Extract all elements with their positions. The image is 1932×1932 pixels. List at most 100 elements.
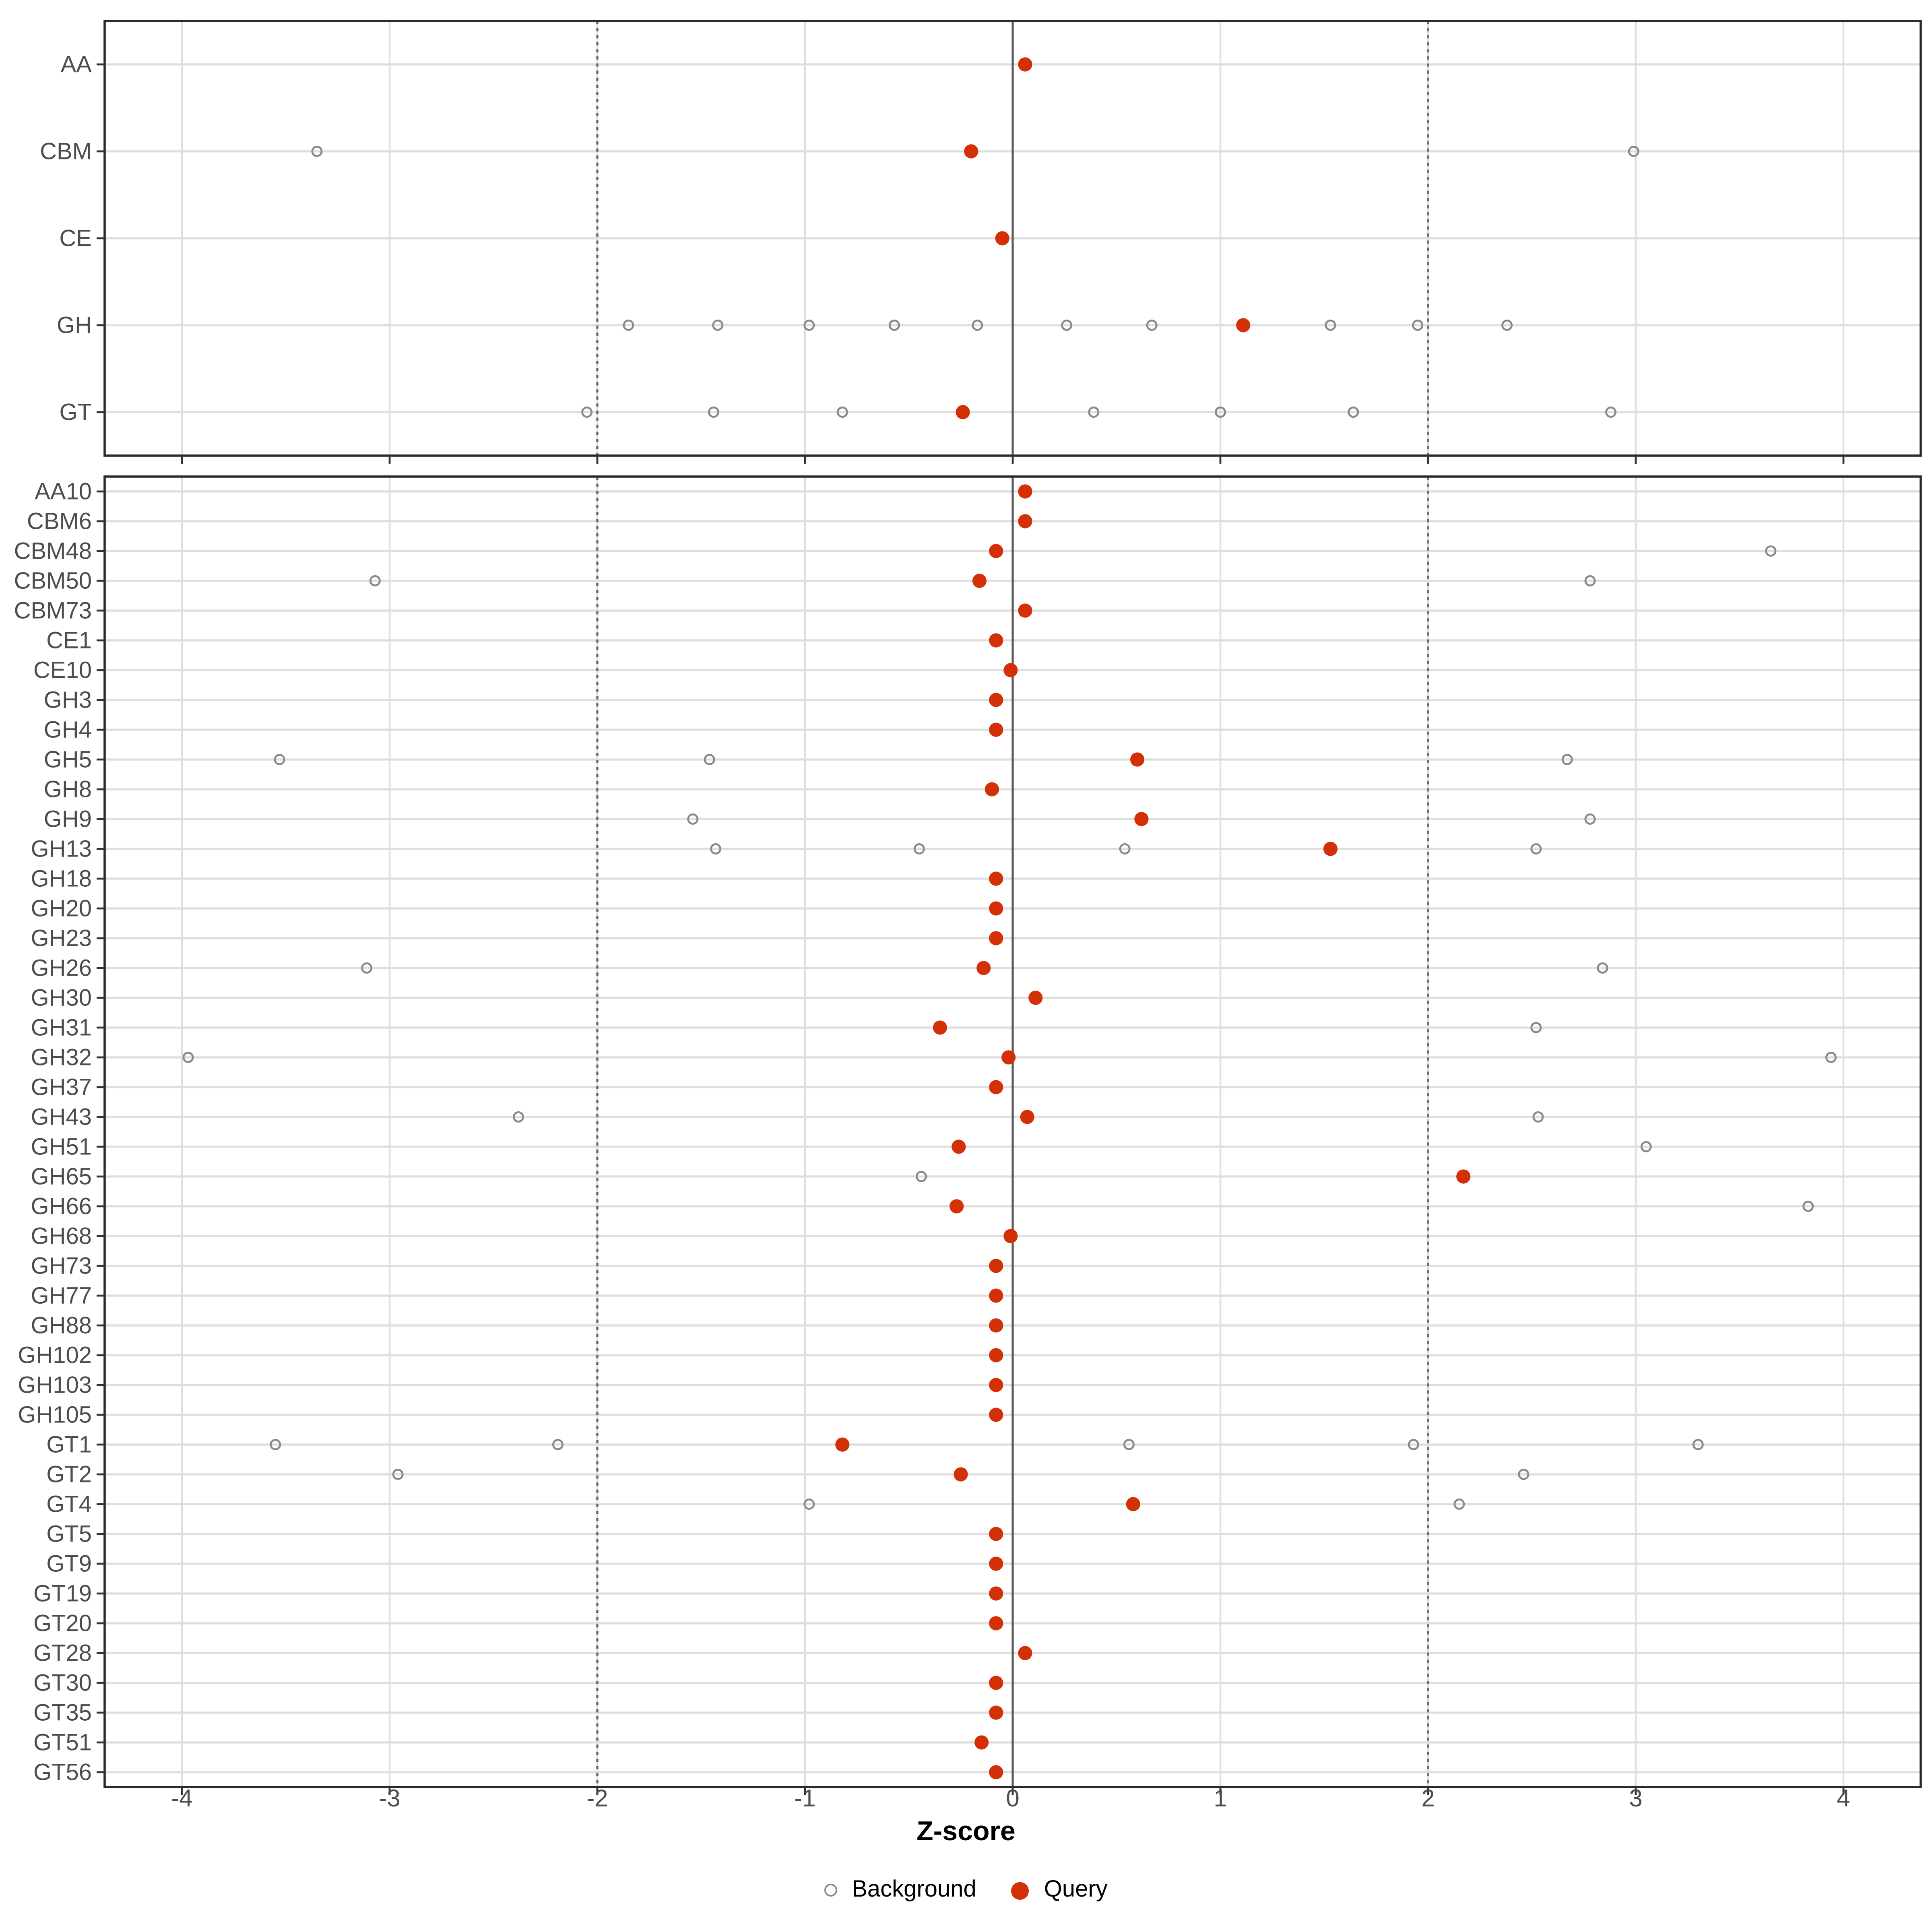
query-point [989, 693, 1003, 707]
query-point [954, 1467, 968, 1482]
query-point [989, 1616, 1003, 1631]
y-tick-label: GH105 [18, 1402, 92, 1428]
y-tick-label: GH32 [31, 1044, 92, 1071]
y-tick-label: GH3 [44, 687, 92, 713]
background-point [1530, 1022, 1542, 1033]
background-point [1597, 962, 1608, 974]
background-point [1325, 320, 1336, 331]
y-tick-label: GT1 [46, 1432, 92, 1458]
background-point [361, 962, 373, 974]
y-tick-label: GT2 [46, 1461, 92, 1488]
y-tick-label: GH26 [31, 955, 92, 981]
background-point [1412, 320, 1424, 331]
y-tick-label: GH102 [18, 1342, 92, 1368]
background-point [1453, 1498, 1465, 1510]
y-tick-label: GH88 [31, 1313, 92, 1339]
y-tick-label: GH68 [31, 1223, 92, 1249]
query-point [989, 1408, 1003, 1422]
y-tick-label: GH37 [31, 1074, 92, 1100]
query-point [956, 405, 970, 419]
y-tick-label: AA10 [35, 479, 92, 505]
background-point [369, 575, 381, 587]
panel-cazyme-families: AA10 CBM6 CBM48 CBM50 CBM73 CE1 CE10 GH3 GH4 GH5 G… [14, 475, 1922, 1795]
query-point [989, 1527, 1003, 1541]
y-tick-label: GH73 [31, 1253, 92, 1279]
y-tick-label: GT20 [33, 1610, 92, 1637]
query-point [989, 722, 1003, 737]
background-point [1501, 320, 1513, 331]
y-tick-label: GH18 [31, 866, 92, 892]
y-tick-label: GT [59, 399, 92, 425]
background-point [182, 1051, 194, 1063]
y-tick-label: GT51 [33, 1730, 92, 1756]
background-point [913, 843, 925, 855]
query-point [1456, 1169, 1471, 1184]
y-tick-label: GH77 [31, 1283, 92, 1309]
query-point [1018, 57, 1032, 72]
background-point [581, 407, 593, 418]
y-tick-label: GH31 [31, 1015, 92, 1041]
query-point [1126, 1497, 1140, 1511]
query-point [995, 231, 1009, 246]
background-point [512, 1111, 524, 1123]
query-point [989, 1378, 1003, 1392]
y-tick-label: GH65 [31, 1164, 92, 1190]
query-point [949, 1199, 964, 1214]
y-tick-label: GH5 [44, 747, 92, 773]
background-point [1061, 320, 1073, 331]
legend-item-query: Query [1011, 1877, 1108, 1903]
background-point [1825, 1051, 1837, 1063]
query-point [989, 901, 1003, 916]
y-tick-label: CE [59, 225, 92, 252]
query-point [972, 574, 987, 588]
query-point [1323, 842, 1338, 856]
query-point [1003, 1229, 1018, 1243]
y-tick-label: GT28 [33, 1640, 92, 1666]
legend-item-background: Background [824, 1877, 976, 1903]
background-point [1518, 1468, 1530, 1480]
y-tick-label: GT9 [46, 1551, 92, 1577]
y-tick-label: GH9 [44, 806, 92, 832]
y-tick-label: CBM73 [14, 598, 92, 624]
y-tick-label: GH30 [31, 985, 92, 1011]
y-tick-label: GH4 [44, 717, 92, 743]
query-point [989, 633, 1003, 648]
query-point [989, 1348, 1003, 1362]
query-point [1020, 1110, 1034, 1124]
query-point [1134, 812, 1149, 826]
query-point [989, 1318, 1003, 1333]
query-point [989, 1556, 1003, 1571]
y-tick-label: GT5 [46, 1521, 92, 1547]
background-point [972, 320, 983, 331]
query-point [1130, 752, 1145, 767]
y-tick-label: GH [57, 312, 92, 339]
background-point [1561, 754, 1573, 766]
background-point [1640, 1141, 1652, 1152]
background-point [274, 754, 285, 766]
y-tick-label: GT30 [33, 1670, 92, 1696]
open-circle-icon [824, 1884, 838, 1897]
background-point [803, 1498, 815, 1510]
x-tick-label: 1 [1214, 1785, 1227, 1812]
background-point [552, 1439, 564, 1450]
query-point [976, 961, 991, 975]
query-point [989, 1586, 1003, 1601]
background-point [1605, 407, 1617, 418]
background-point [1765, 545, 1777, 557]
y-tick-label: GH8 [44, 776, 92, 803]
query-point [1018, 1646, 1032, 1660]
y-tick-label: AA [61, 52, 92, 78]
query-point [989, 931, 1003, 945]
background-point [1692, 1439, 1704, 1450]
y-tick-label: GT35 [33, 1700, 92, 1726]
x-tick-label: 2 [1421, 1785, 1435, 1812]
query-point [1001, 1050, 1016, 1065]
background-point [1584, 813, 1596, 825]
y-tick-label: CBM50 [14, 568, 92, 594]
x-axis-title: Z-score [916, 1816, 1016, 1847]
background-point [704, 754, 715, 766]
filled-circle-icon [1011, 1881, 1030, 1899]
background-point [1123, 1439, 1135, 1450]
panel-cazyme-classes: AA CBM CE GH GT [40, 20, 1922, 464]
